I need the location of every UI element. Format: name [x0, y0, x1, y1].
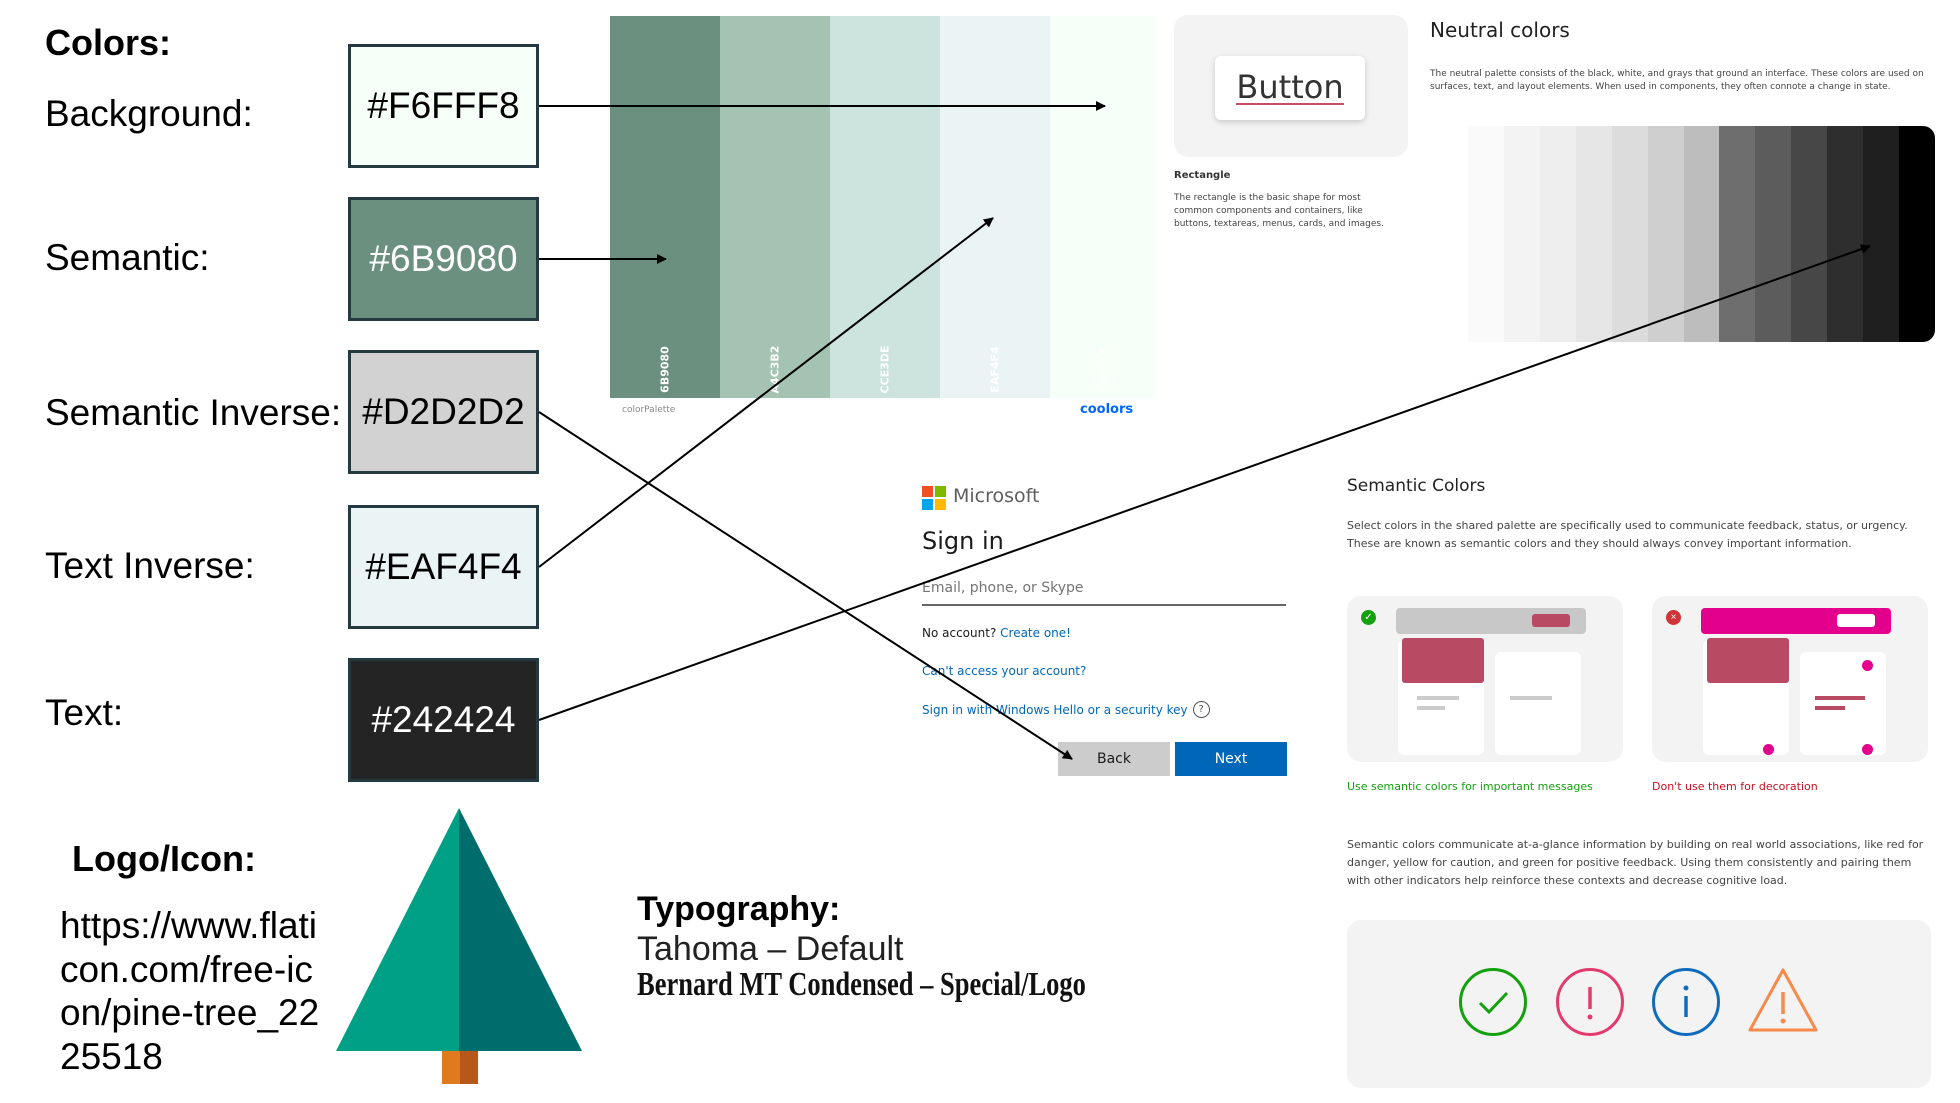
neutral-shade — [1503, 126, 1540, 342]
semantic-inverse-label: Semantic Inverse: — [45, 392, 342, 433]
microsoft-brand: Microsoft — [953, 485, 1040, 507]
mock-dot — [1763, 744, 1774, 755]
rectangle-description: The rectangle is the basic shape for mos… — [1174, 193, 1384, 230]
error-exclamation-icon — [1556, 968, 1624, 1036]
text-label: Text: — [45, 692, 124, 733]
help-icon[interactable]: ? — [1192, 701, 1210, 718]
no-account-row: No account? Create one! — [922, 626, 1071, 640]
text-inverse-swatch: #EAF4F4 — [348, 505, 539, 629]
neutral-shade — [1683, 126, 1720, 342]
mock-accent — [1837, 614, 1875, 627]
semantic-body: Semantic colors communicate at-a-glance … — [1347, 838, 1924, 888]
do-caption: Use semantic colors for important messag… — [1347, 780, 1593, 793]
neutral-title: Neutral colors — [1430, 18, 1570, 42]
coolors-logo: coolors — [1080, 402, 1134, 417]
neutral-shade — [1755, 126, 1792, 342]
neutral-shade — [1791, 126, 1828, 342]
mock-accent-block — [1402, 638, 1484, 683]
dont-card: × — [1652, 596, 1928, 762]
palette-caption: colorPalette — [622, 405, 676, 415]
text-inverse-label: Text Inverse: — [45, 545, 255, 586]
mock-line — [1510, 696, 1552, 700]
check-icon: ✓ — [1361, 610, 1376, 625]
mock-line — [1815, 696, 1865, 700]
mock-accent — [1532, 614, 1570, 627]
do-card: ✓ — [1347, 596, 1623, 762]
button-sample-label: Button — [1236, 68, 1344, 106]
warning-icon — [1745, 964, 1821, 1036]
palette-code: EAF4F4 — [988, 346, 1002, 393]
colors-heading: Colors: — [45, 22, 171, 63]
typography-default: Tahoma – Default — [637, 930, 904, 968]
semantic-label: Semantic: — [45, 237, 210, 278]
neutral-shade — [1719, 126, 1756, 342]
button-card: Button — [1174, 15, 1408, 157]
typography-heading: Typography: — [637, 890, 841, 928]
create-account-link[interactable]: Create one! — [1000, 626, 1071, 640]
neutral-shade — [1468, 126, 1504, 342]
palette-code: F6FFF8 — [1096, 346, 1109, 393]
button-sample: Button — [1215, 56, 1365, 120]
status-icons-card — [1347, 920, 1931, 1088]
next-button[interactable]: Next — [1175, 742, 1287, 776]
mock-accent-block — [1707, 638, 1789, 683]
mock-line — [1417, 706, 1445, 710]
palette-swatch: EAF4F4 — [940, 16, 1050, 398]
windows-hello-link[interactable]: Sign in with Windows Hello or a security… — [922, 702, 1188, 717]
success-icon — [1459, 968, 1527, 1036]
neutral-description: The neutral palette consists of the blac… — [1430, 69, 1924, 93]
back-button[interactable]: Back — [1058, 742, 1170, 776]
info-icon — [1652, 968, 1720, 1036]
neutral-shade — [1539, 126, 1576, 342]
neutral-shade — [1575, 126, 1612, 342]
palette-swatch: A4C3B2 — [720, 16, 830, 398]
logo-heading: Logo/Icon: — [72, 838, 256, 879]
error-icon: × — [1666, 610, 1681, 625]
neutral-shade — [1827, 126, 1864, 342]
palette-code: CCE3DE — [878, 345, 892, 394]
windows-hello-row[interactable]: Sign in with Windows Hello or a security… — [922, 701, 1210, 718]
mock-dot — [1862, 744, 1873, 755]
mock-card — [1495, 652, 1581, 755]
text-swatch: #242424 — [348, 658, 539, 782]
semantic-swatch: #6B9080 — [348, 197, 539, 321]
semantic-title: Semantic Colors — [1347, 476, 1486, 496]
neutral-shade — [1899, 126, 1935, 342]
dont-caption: Don't use them for decoration — [1652, 780, 1818, 793]
cant-access-link[interactable]: Can't access your account? — [922, 664, 1087, 678]
mock-card — [1800, 652, 1886, 755]
mock-line — [1417, 696, 1459, 700]
palette-code: A4C3B2 — [768, 345, 782, 394]
email-input[interactable] — [922, 572, 1286, 606]
microsoft-logo-icon — [922, 486, 946, 510]
neutral-gradient — [1468, 126, 1935, 342]
no-account-text: No account? — [922, 626, 997, 640]
logo-url: https://www.flaticon.com/free-icon/pine-… — [60, 905, 320, 1077]
neutral-shade — [1647, 126, 1684, 342]
mock-line — [1815, 706, 1845, 710]
typography-special: Bernard MT Condensed – Special/Logo — [637, 966, 1086, 1003]
palette-swatch: F6FFF8 — [1050, 16, 1155, 398]
rectangle-title: Rectangle — [1174, 170, 1231, 181]
neutral-shade — [1611, 126, 1648, 342]
semantic-inverse-swatch: #D2D2D2 — [348, 350, 539, 474]
color-palette: 6B9080 A4C3B2 CCE3DE EAF4F4 F6FFF8 — [610, 16, 1155, 398]
background-label: Background: — [45, 93, 253, 134]
palette-code: 6B9080 — [658, 346, 672, 393]
signin-title: Sign in — [922, 527, 1004, 555]
neutral-shade — [1863, 126, 1900, 342]
mock-dot — [1862, 660, 1873, 671]
pine-tree-icon — [336, 808, 582, 1084]
palette-swatch: CCE3DE — [830, 16, 940, 398]
palette-swatch: 6B9080 — [610, 16, 720, 398]
semantic-intro: Select colors in the shared palette are … — [1347, 519, 1908, 550]
background-swatch: #F6FFF8 — [348, 44, 539, 168]
